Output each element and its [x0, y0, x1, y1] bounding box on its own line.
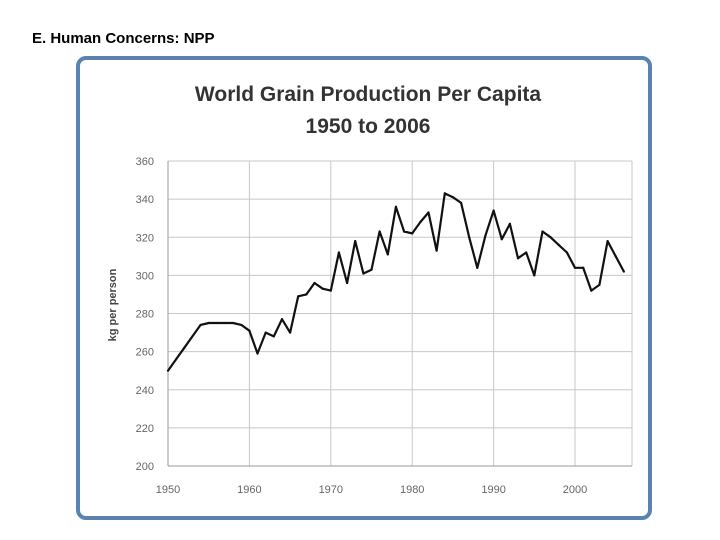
x-tick-label: 1960 [237, 484, 261, 496]
data-point [313, 281, 316, 285]
data-point [606, 239, 609, 243]
data-point [492, 209, 495, 212]
data-point [622, 270, 625, 273]
data-point [598, 283, 601, 287]
data-point [199, 323, 202, 327]
data-point [386, 253, 389, 256]
x-tick-label: 1990 [481, 484, 505, 496]
data-point [280, 318, 284, 321]
series-layer [166, 192, 625, 372]
data-point [614, 255, 617, 258]
data-point [321, 287, 324, 290]
data-point [223, 321, 227, 325]
data-point [525, 251, 528, 254]
data-point [297, 295, 300, 298]
y-tick-label: 260 [136, 347, 154, 359]
data-point [565, 251, 568, 254]
y-tick-label: 360 [136, 156, 154, 168]
x-tick-label: 1980 [400, 484, 424, 496]
y-tick-label: 300 [136, 270, 154, 282]
data-point [451, 196, 455, 199]
grid-lines [167, 160, 633, 467]
data-point [549, 236, 552, 239]
data-point [264, 331, 267, 334]
data-point [516, 257, 520, 260]
data-point [345, 281, 349, 285]
data-point [533, 274, 536, 277]
data-point [215, 321, 218, 325]
data-point [443, 192, 446, 195]
data-point [500, 238, 503, 241]
data-point [354, 239, 357, 243]
x-tick-label: 1950 [156, 484, 180, 496]
y-tick-label: 220 [136, 423, 154, 435]
slide-heading: E. Human Concerns: NPP [32, 30, 215, 47]
chart-subtitle: 1950 to 2006 [306, 115, 431, 138]
x-tick-label: 1970 [319, 484, 343, 496]
data-point [183, 346, 186, 349]
data-point [191, 335, 194, 338]
data-point [508, 222, 511, 226]
y-tick-label: 200 [136, 461, 154, 473]
data-point [240, 323, 243, 327]
data-point [378, 230, 381, 233]
data-point [256, 352, 259, 355]
series-line-0 [167, 192, 625, 372]
data-point [468, 236, 471, 239]
data-point [557, 243, 560, 246]
data-point [541, 230, 544, 233]
chart-frame: World Grain Production Per Capita 1950 t… [76, 56, 652, 520]
data-point [289, 331, 292, 334]
data-point [484, 234, 487, 237]
data-point [329, 289, 332, 292]
data-point [476, 266, 479, 269]
y-axis-label: kg per person [107, 268, 119, 341]
data-point [590, 289, 593, 292]
data-point [207, 321, 210, 325]
data-point [362, 272, 365, 275]
y-tick-label: 320 [136, 232, 154, 244]
data-point [573, 266, 577, 269]
axis-tick-labels: 200 220 240 260 280 300 320 340 360 1950 1960 1970 1… [136, 156, 588, 496]
y-tick-label: 240 [136, 385, 154, 397]
data-point [248, 329, 251, 332]
data-point [459, 201, 463, 205]
data-point [272, 335, 275, 338]
data-point [402, 230, 406, 233]
data-point [394, 205, 398, 208]
x-tick-label: 2000 [563, 484, 587, 496]
data-point [582, 266, 585, 269]
grain-production-chart: World Grain Production Per Capita 1950 t… [107, 83, 633, 496]
data-point [337, 251, 341, 254]
data-point [411, 232, 414, 235]
data-point [435, 249, 438, 252]
data-point [175, 358, 178, 361]
data-point [232, 321, 235, 325]
y-tick-label: 340 [136, 194, 154, 206]
chart-title: World Grain Production Per Capita [195, 83, 541, 106]
data-point [166, 369, 170, 372]
y-tick-label: 280 [136, 309, 154, 321]
data-point [370, 268, 373, 271]
data-point [427, 211, 430, 214]
data-point [419, 220, 422, 224]
data-point [305, 293, 308, 296]
